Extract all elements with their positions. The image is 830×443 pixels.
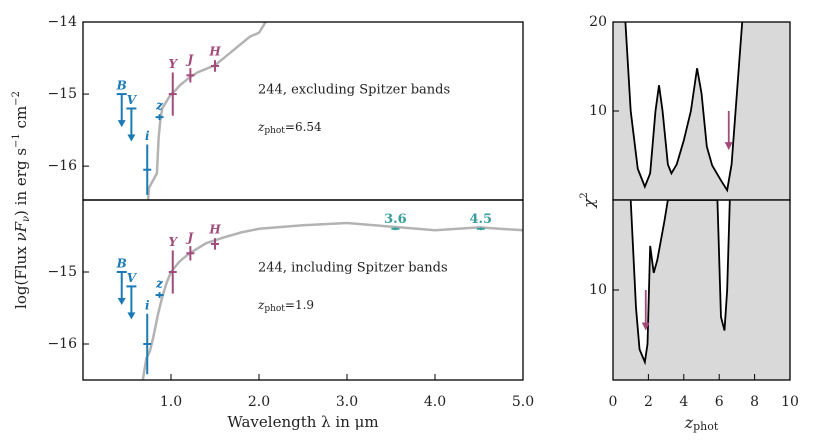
chi2-fill xyxy=(613,22,790,200)
y-tick-label: −15 xyxy=(47,264,77,280)
band-label: 3.6 xyxy=(384,212,407,227)
plot-area xyxy=(146,22,268,200)
z-symbol: z xyxy=(257,120,265,134)
x-tick-label: 2 xyxy=(644,394,653,410)
x-tick-label: 4.0 xyxy=(424,394,446,410)
z-subscript: phot xyxy=(264,126,285,136)
z-value: =6.54 xyxy=(285,120,322,134)
y-axis-label: χ2 xyxy=(579,192,599,208)
arrow-head xyxy=(127,312,136,320)
chi2-curve xyxy=(629,200,731,366)
label-part: χ xyxy=(580,198,598,209)
model-sed xyxy=(146,22,268,200)
label-part: −1 xyxy=(11,133,22,148)
model-sed xyxy=(141,221,523,380)
x-tick-label: 0 xyxy=(609,394,618,410)
y-tick-label: −15 xyxy=(47,86,77,102)
y-tick-label: −16 xyxy=(47,158,77,174)
x-axis-label: zphot xyxy=(684,413,719,434)
chi2-curve xyxy=(624,22,744,193)
plot-area xyxy=(141,221,523,380)
x-tick-label: 5.0 xyxy=(512,394,534,410)
z-subscript: phot xyxy=(264,304,285,314)
redshift-label: zphot=6.54 xyxy=(257,120,322,136)
band-label: V xyxy=(127,271,138,285)
band-label: H xyxy=(208,45,221,59)
label-part: 2 xyxy=(579,192,590,198)
x-tick-label: 2.0 xyxy=(248,394,270,410)
z-symbol: z xyxy=(257,298,265,312)
band-label: z xyxy=(155,99,164,113)
band-label: H xyxy=(208,223,221,237)
y-tick-label: −16 xyxy=(47,336,77,352)
redshift-label: zphot=1.9 xyxy=(257,298,314,314)
band-label: 4.5 xyxy=(469,212,492,227)
x-axis-label: Wavelength λ in μm xyxy=(227,413,378,431)
band-label: Y xyxy=(168,57,178,71)
plot-area xyxy=(613,22,790,200)
y-tick-label: 10 xyxy=(589,282,607,298)
arrow-head xyxy=(117,298,126,305)
label-part: cm xyxy=(12,106,30,133)
plot-area xyxy=(613,200,790,380)
arrow-head xyxy=(641,322,650,331)
z-value: =1.9 xyxy=(285,298,314,312)
band-label: B xyxy=(116,79,127,93)
y-axis-label: log(Flux νFν) in erg s−1 cm−2 xyxy=(11,91,32,309)
label-part: phot xyxy=(693,420,719,433)
x-tick-label: 10 xyxy=(781,394,799,410)
annotation: 244, including Spitzer bands xyxy=(258,261,448,276)
band-label: V xyxy=(127,93,138,107)
band-label: i xyxy=(145,298,150,312)
chi2-fill xyxy=(613,200,790,380)
band-label: i xyxy=(145,129,150,143)
label-part: z xyxy=(684,413,694,432)
label-part: ν xyxy=(21,216,32,222)
frame xyxy=(82,199,524,381)
y-tick-label: 20 xyxy=(589,14,607,30)
x-tick-label: 4 xyxy=(679,394,688,410)
arrow-head xyxy=(724,142,733,151)
x-tick-label: 6 xyxy=(715,394,724,410)
label-part: log(Flux xyxy=(12,242,30,309)
label-part: νF xyxy=(12,221,30,241)
band-label: Y xyxy=(168,235,178,249)
x-tick-label: 1.0 xyxy=(160,394,182,410)
annotation: 244, excluding Spitzer bands xyxy=(258,83,450,98)
arrow-head xyxy=(127,134,136,142)
y-tick-label: −14 xyxy=(47,14,77,30)
band-label: J xyxy=(186,231,195,245)
frame xyxy=(82,21,524,201)
y-tick-label: 10 xyxy=(589,103,607,119)
arrow-head xyxy=(117,120,126,128)
x-tick-label: 8 xyxy=(750,394,759,410)
x-tick-label: 3.0 xyxy=(336,394,358,410)
band-label: z xyxy=(155,277,164,291)
band-label: B xyxy=(116,257,127,271)
band-label: J xyxy=(186,53,195,67)
label-part: −2 xyxy=(11,91,22,106)
label-part: ) in erg s xyxy=(12,148,30,216)
